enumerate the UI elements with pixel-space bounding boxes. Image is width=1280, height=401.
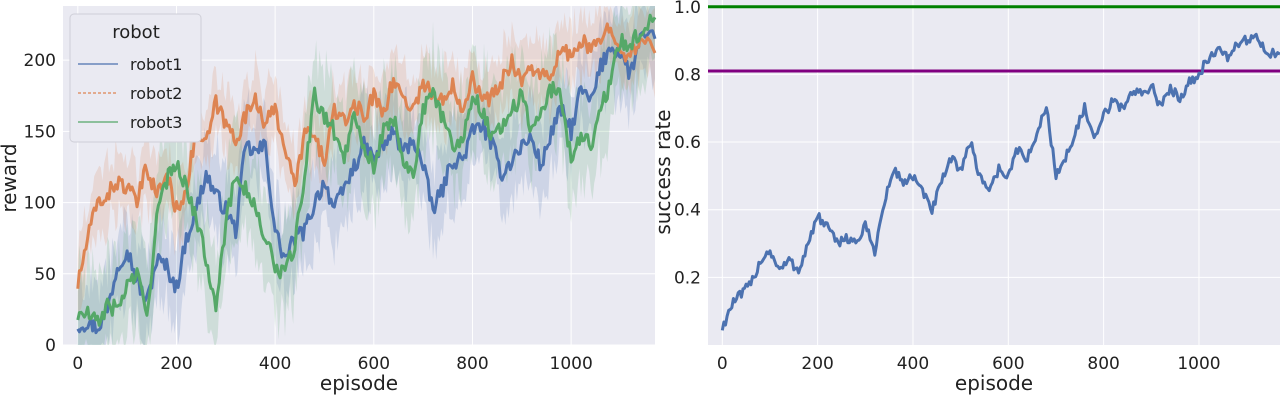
x-tick-label: 800 [456,354,488,374]
x-tick-label: 600 [992,354,1024,374]
x-tick-label: 400 [259,354,291,374]
series-line [720,32,1280,331]
success-x-axis-label: episode [955,371,1033,395]
reward-y-axis-label: reward [0,143,21,212]
y-tick-label: 100 [24,194,56,214]
x-tick-label: 1000 [1177,354,1220,374]
y-tick-label: 0.2 [674,268,701,288]
series-line [76,29,657,335]
legend: robot robot1 robot2 robot3 [69,13,202,143]
series-line [76,22,657,289]
legend-label: robot1 [130,55,182,74]
y-tick-label: 200 [24,51,56,71]
x-tick-label: 600 [358,354,390,374]
legend-label: robot2 [130,84,182,103]
success-plot-area [708,0,1280,345]
reward-chart: 0 200 400 600 800 1000 0 50 100 150 200 episode r… [0,6,657,395]
y-tick-label: 0.6 [674,133,701,153]
x-tick-label: 400 [897,354,929,374]
y-tick-label: 1.0 [674,0,701,18]
y-tick-label: 0.4 [674,201,701,221]
x-tick-label: 200 [160,354,192,374]
confidence-band [77,6,656,319]
legend-title: robot [112,22,160,43]
success-rate-chart: 0 200 400 600 800 1000 0.2 0.4 0.6 0.8 1.0 episod… [651,0,1280,395]
x-tick-label: 0 [717,354,728,374]
series-line [76,13,657,327]
y-tick-label: 0 [45,336,56,356]
legend-label: robot3 [130,113,182,132]
legend-box [69,13,202,143]
x-tick-label: 200 [801,354,833,374]
x-tick-label: 1000 [550,354,593,374]
y-tick-label: 50 [34,265,56,285]
y-tick-label: 150 [24,122,56,142]
y-tick-label: 0.8 [674,65,701,85]
x-tick-label: 0 [72,354,83,374]
x-tick-label: 800 [1087,354,1119,374]
reward-x-axis-label: episode [320,371,398,395]
success-y-axis-label: success rate [651,109,675,234]
